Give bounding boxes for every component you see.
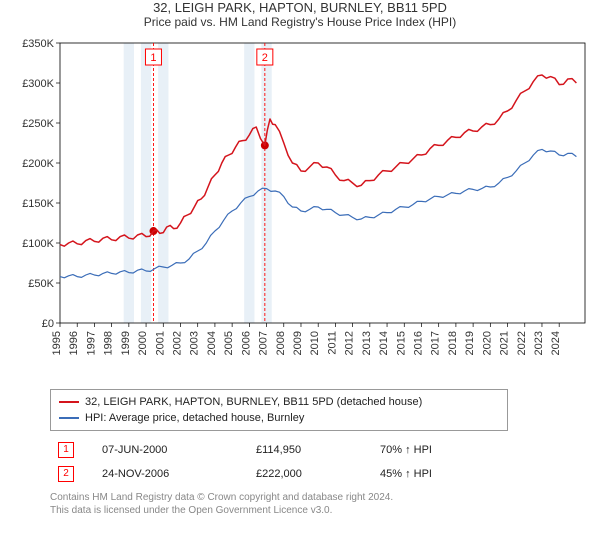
page-title: 32, LEIGH PARK, HAPTON, BURNLEY, BB11 5P… — [0, 0, 600, 15]
footer-line: Contains HM Land Registry data © Crown c… — [50, 491, 600, 504]
svg-text:2012: 2012 — [344, 331, 356, 355]
svg-text:2011: 2011 — [326, 331, 338, 355]
legend-swatch-2 — [59, 417, 79, 419]
svg-text:2: 2 — [262, 52, 268, 64]
svg-text:2008: 2008 — [275, 331, 287, 355]
svg-text:2003: 2003 — [189, 331, 201, 355]
page-subtitle: Price paid vs. HM Land Registry's House … — [0, 15, 600, 29]
legend-swatch-1 — [59, 401, 79, 403]
svg-text:2016: 2016 — [412, 331, 424, 355]
chart-svg: £0 £50K £100K £150K £200K £250K £300K £350K 1995… — [10, 33, 590, 383]
svg-text:1997: 1997 — [85, 331, 97, 355]
svg-text:£100K: £100K — [22, 238, 54, 250]
marker-badge: 1 — [58, 442, 74, 458]
svg-text:2010: 2010 — [309, 331, 321, 355]
svg-text:£200K: £200K — [22, 158, 54, 170]
sales-table: 1 07-JUN-2000 £114,950 70% ↑ HPI 2 24-NO… — [50, 437, 570, 487]
svg-text:£300K: £300K — [22, 78, 54, 90]
svg-text:2019: 2019 — [464, 331, 476, 355]
svg-text:1999: 1999 — [120, 331, 132, 355]
svg-text:2021: 2021 — [499, 331, 511, 355]
svg-text:1998: 1998 — [103, 331, 115, 355]
sale-vs-hpi: 45% ↑ HPI — [374, 463, 568, 485]
svg-text:2013: 2013 — [361, 331, 373, 355]
svg-text:2002: 2002 — [171, 331, 183, 355]
svg-text:£250K: £250K — [22, 118, 54, 130]
legend-label: 32, LEIGH PARK, HAPTON, BURNLEY, BB11 5P… — [85, 396, 422, 408]
table-row: 1 07-JUN-2000 £114,950 70% ↑ HPI — [52, 439, 568, 461]
chart-container: £0 £50K £100K £150K £200K £250K £300K £350K 1995… — [10, 33, 590, 383]
svg-text:1996: 1996 — [68, 331, 80, 355]
svg-text:1: 1 — [150, 52, 156, 64]
sale-price: £222,000 — [250, 463, 372, 485]
svg-text:2015: 2015 — [395, 331, 407, 355]
svg-text:2009: 2009 — [292, 331, 304, 355]
svg-text:2023: 2023 — [533, 331, 545, 355]
sale-date: 07-JUN-2000 — [96, 439, 248, 461]
svg-text:2005: 2005 — [223, 331, 235, 355]
svg-text:2001: 2001 — [154, 331, 166, 355]
svg-text:1995: 1995 — [51, 331, 63, 355]
legend-row: HPI: Average price, detached house, Burn… — [59, 410, 499, 426]
table-row: 2 24-NOV-2006 £222,000 45% ↑ HPI — [52, 463, 568, 485]
svg-text:£50K: £50K — [28, 278, 54, 290]
svg-text:£350K: £350K — [22, 38, 54, 50]
footer-attribution: Contains HM Land Registry data © Crown c… — [50, 491, 600, 517]
svg-text:2017: 2017 — [430, 331, 442, 355]
legend-row: 32, LEIGH PARK, HAPTON, BURNLEY, BB11 5P… — [59, 394, 499, 410]
svg-text:2000: 2000 — [137, 331, 149, 355]
svg-text:2020: 2020 — [481, 331, 493, 355]
sale-date: 24-NOV-2006 — [96, 463, 248, 485]
legend-label: HPI: Average price, detached house, Burn… — [85, 412, 304, 424]
svg-text:£150K: £150K — [22, 198, 54, 210]
legend-box: 32, LEIGH PARK, HAPTON, BURNLEY, BB11 5P… — [50, 389, 508, 431]
svg-text:2007: 2007 — [258, 331, 270, 355]
svg-text:2022: 2022 — [516, 331, 528, 355]
svg-text:£0: £0 — [42, 318, 54, 330]
footer-line: This data is licensed under the Open Gov… — [50, 504, 600, 517]
svg-text:2024: 2024 — [550, 331, 562, 355]
sale-vs-hpi: 70% ↑ HPI — [374, 439, 568, 461]
svg-text:2014: 2014 — [378, 331, 390, 355]
svg-text:2006: 2006 — [240, 331, 252, 355]
marker-badge: 2 — [58, 466, 74, 482]
svg-text:2018: 2018 — [447, 331, 459, 355]
svg-text:2004: 2004 — [206, 331, 218, 355]
sale-price: £114,950 — [250, 439, 372, 461]
